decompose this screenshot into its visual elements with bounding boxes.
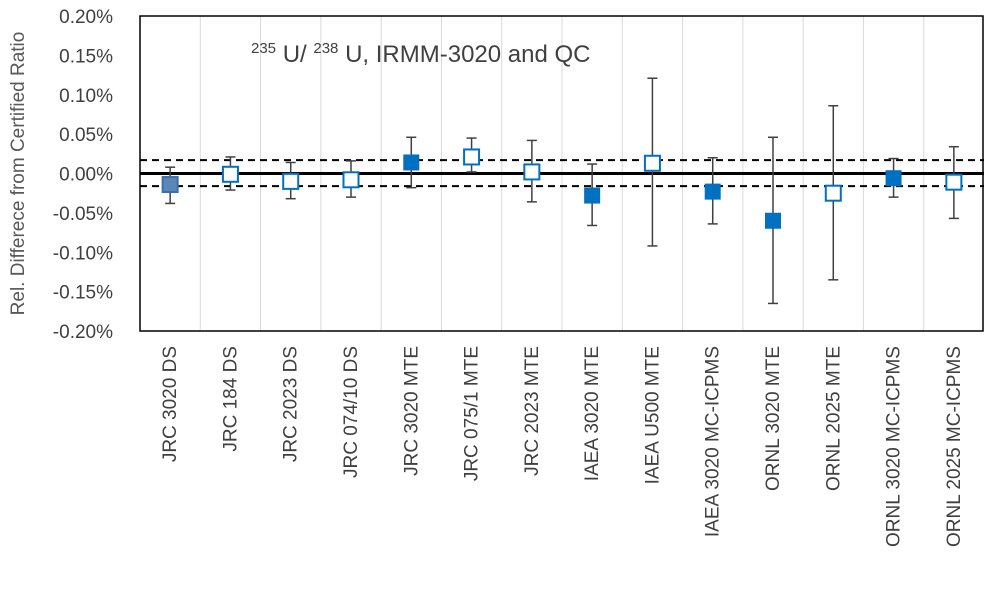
y-tick-label: -0.05% — [53, 204, 113, 225]
data-point-marker — [704, 183, 721, 200]
x-category-label: JRC 074/10 DS — [341, 346, 362, 478]
uncertainty-band — [140, 159, 984, 188]
x-category-label: ORNL 2025 MC-ICPMS — [944, 346, 965, 547]
y-tick-label: 0.05% — [59, 125, 113, 146]
data-markers — [161, 148, 963, 229]
x-category-label: JRC 3020 DS — [160, 346, 181, 462]
y-axis-tick-labels: -0.20% -0.15% -0.10% -0.05% 0.00% 0.05% 0.10% 0… — [53, 7, 113, 343]
x-category-label: IAEA 3020 MC-ICPMS — [703, 346, 724, 537]
data-point-marker — [282, 172, 300, 190]
data-point-marker — [765, 212, 781, 229]
data-point-marker — [221, 165, 239, 183]
annotation-part-2: U, IRMM-3020 and QC — [345, 41, 590, 68]
annotation-part-1: U/ — [283, 41, 307, 68]
chart-annotation: 235 U/ 238 U, IRMM-3020 and QC — [251, 32, 591, 68]
x-category-label: IAEA 3020 MTE — [582, 346, 603, 481]
data-point-marker — [643, 154, 661, 172]
x-category-label: JRC 3020 MTE — [401, 346, 422, 476]
data-point-marker — [824, 184, 842, 202]
data-point-marker — [161, 176, 179, 194]
y-tick-label: -0.10% — [53, 243, 113, 264]
y-tick-label: 0.10% — [59, 86, 113, 107]
x-category-label: JRC 2023 DS — [281, 346, 302, 462]
y-tick-label: 0.20% — [59, 7, 113, 28]
x-category-label: JRC 075/1 MTE — [462, 346, 483, 481]
data-point-marker — [342, 171, 360, 189]
y-tick-label: -0.15% — [53, 283, 113, 304]
y-tick-label: -0.20% — [53, 322, 113, 343]
x-category-label: JRC 184 DS — [220, 346, 241, 452]
x-category-label: IAEA U500 MTE — [642, 346, 663, 484]
x-category-label: ORNL 3020 MTE — [763, 346, 784, 491]
x-category-label: JRC 2023 MTE — [522, 346, 543, 476]
annotation-superscript-1: 235 — [251, 40, 276, 57]
plot-area-frame — [139, 15, 984, 332]
data-point-marker — [463, 148, 481, 166]
x-category-label: ORNL 2025 MTE — [823, 346, 844, 491]
annotation-superscript-2: 238 — [313, 40, 338, 57]
y-tick-label: 0.00% — [59, 165, 113, 186]
x-category-label: ORNL 3020 MC-ICPMS — [884, 346, 905, 547]
data-point-marker — [523, 163, 541, 181]
y-axis-title: Rel. Differece from Certified Ratio — [8, 32, 29, 316]
x-axis-category-labels: JRC 3020 DS JRC 184 DS JRC 2023 DS JRC 074/… — [160, 346, 965, 547]
data-point-marker — [885, 170, 902, 187]
y-tick-label: 0.15% — [59, 46, 113, 67]
data-point-marker — [584, 187, 601, 204]
data-point-marker — [945, 173, 963, 191]
data-point-marker — [403, 154, 420, 171]
